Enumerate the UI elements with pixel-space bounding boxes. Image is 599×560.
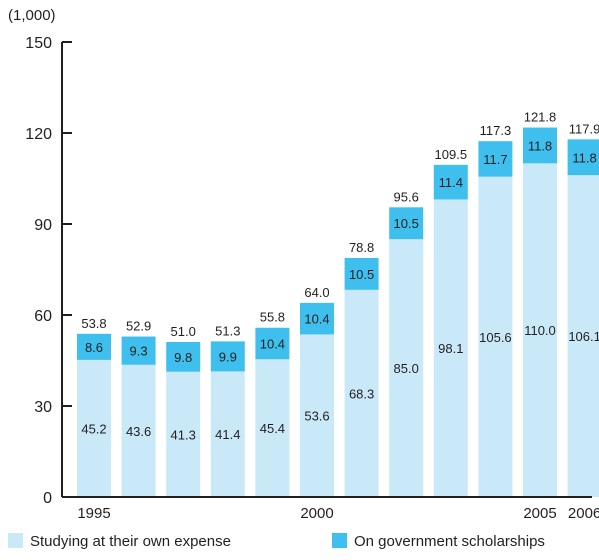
data-label-government-scholarships: 10.5	[349, 267, 374, 282]
x-tick-label: 2000	[300, 505, 333, 522]
data-label-total: 55.8	[260, 310, 285, 325]
data-label-total: 53.8	[81, 316, 106, 331]
data-label-government-scholarships: 9.3	[130, 344, 148, 359]
y-axis-unit-label: (1,000)	[8, 7, 56, 24]
data-label-government-scholarships: 8.6	[85, 340, 103, 355]
bar-segment-government-scholarships	[210, 341, 245, 372]
data-label-own-expense: 41.4	[215, 427, 240, 442]
bar-segment-government-scholarships	[166, 341, 201, 372]
data-label-government-scholarships: 10.4	[260, 337, 285, 352]
bar-segment-own-expense	[523, 163, 557, 498]
data-label-government-scholarships: 9.8	[174, 350, 192, 365]
data-label-total: 51.0	[171, 324, 196, 339]
data-label-own-expense: 43.6	[126, 424, 151, 439]
y-tick-label: 120	[25, 126, 52, 143]
y-tick-label: 90	[34, 217, 52, 234]
data-label-own-expense: 98.1	[438, 341, 463, 356]
data-label-own-expense: 85.0	[394, 361, 419, 376]
data-label-total: 64.0	[304, 285, 329, 300]
bar-segment-government-scholarships	[300, 302, 334, 335]
y-tick-label: 60	[34, 308, 52, 325]
data-label-own-expense: 105.6	[479, 330, 512, 345]
data-label-own-expense: 53.6	[304, 409, 329, 424]
data-label-own-expense: 45.2	[81, 421, 106, 436]
x-tick-label: 1995	[77, 505, 110, 522]
data-label-total: 109.5	[435, 147, 468, 162]
data-label-government-scholarships: 11.4	[439, 175, 463, 190]
bar-segment-own-expense	[344, 289, 379, 497]
data-label-total: 95.6	[394, 189, 419, 204]
data-label-government-scholarships: 10.5	[394, 216, 419, 231]
bar-segment-own-expense	[300, 334, 334, 497]
data-label-government-scholarships: 11.7	[483, 152, 507, 167]
x-tick-label: 2005	[523, 505, 556, 522]
bar-segment-government-scholarships	[344, 257, 379, 290]
bar-segment-own-expense	[433, 199, 468, 497]
data-label-own-expense: 45.4	[260, 421, 285, 436]
data-label-total: 52.9	[126, 319, 151, 334]
data-label-government-scholarships: 11.8	[572, 150, 596, 165]
x-tick-label: 2006	[568, 505, 599, 522]
data-label-total: 121.8	[524, 110, 557, 125]
bar-segment-own-expense	[389, 239, 424, 497]
bar-segment-government-scholarships	[77, 333, 111, 360]
legend-swatch	[332, 533, 347, 548]
legend-label: On government scholarships	[354, 533, 545, 550]
data-label-total: 51.3	[215, 323, 240, 338]
data-label-own-expense: 41.3	[171, 427, 196, 442]
data-label-own-expense: 106.1	[568, 329, 599, 344]
bar-segment-own-expense	[255, 359, 290, 497]
bar-segment-own-expense	[567, 175, 599, 497]
bar-segment-own-expense	[166, 371, 201, 497]
data-label-government-scholarships: 9.9	[219, 349, 237, 364]
legend-label: Studying at their own expense	[30, 533, 231, 550]
data-label-government-scholarships: 10.4	[304, 312, 329, 327]
bar-segment-government-scholarships	[255, 327, 290, 360]
data-label-total: 78.8	[349, 240, 374, 255]
data-label-own-expense: 110.0	[524, 323, 556, 338]
bar-segment-government-scholarships	[478, 141, 513, 177]
bar-segment-government-scholarships	[567, 139, 599, 176]
bar-segment-own-expense	[210, 371, 245, 497]
bar-segment-own-expense	[478, 176, 513, 497]
y-tick-label: 0	[43, 490, 52, 507]
bar-segment-own-expense	[77, 359, 111, 497]
bar-segment-government-scholarships	[433, 164, 468, 200]
bar-segment-government-scholarships	[121, 336, 156, 365]
y-tick-label: 30	[34, 399, 52, 416]
y-tick-label: 150	[25, 35, 52, 52]
bar-segment-government-scholarships	[523, 127, 557, 164]
data-label-total: 117.3	[480, 123, 512, 138]
data-label-government-scholarships: 11.8	[528, 138, 552, 153]
bar-segment-own-expense	[121, 364, 156, 497]
legend-swatch	[8, 533, 23, 548]
data-label-own-expense: 68.3	[349, 386, 374, 401]
bar-segment-government-scholarships	[389, 207, 424, 240]
data-label-total: 117.9	[569, 121, 599, 136]
